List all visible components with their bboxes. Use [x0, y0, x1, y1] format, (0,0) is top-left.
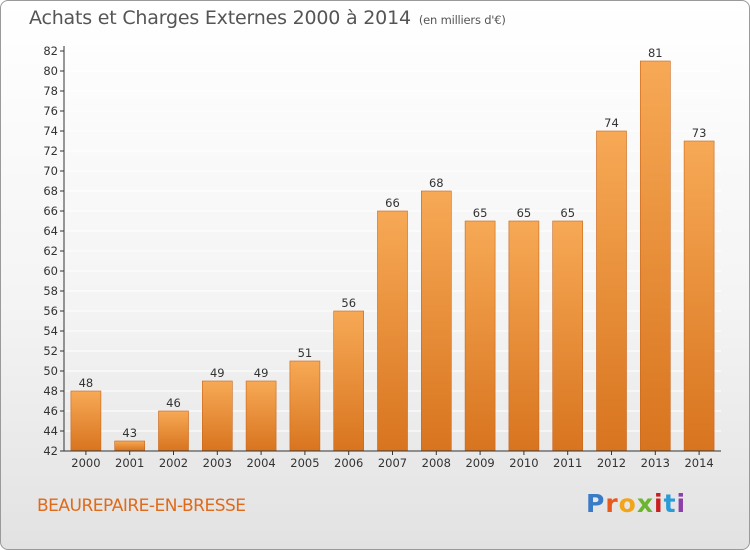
chart-title-text: Achats et Charges Externes 2000 à 2014	[29, 7, 411, 29]
y-tick-label: 82	[43, 44, 58, 58]
bar-2011	[552, 220, 584, 452]
logo-letter: r	[605, 489, 619, 518]
bar-2012	[596, 130, 627, 452]
data-label-2009: 65	[473, 206, 488, 220]
y-tick-label: 58	[43, 284, 58, 298]
data-label-2012: 74	[604, 116, 619, 130]
data-label-2006: 56	[341, 296, 356, 310]
bar-2003	[202, 380, 233, 452]
x-tick-label-2006: 2006	[334, 456, 363, 470]
y-tick-label: 54	[43, 324, 58, 338]
x-tick-label-2001: 2001	[115, 456, 144, 470]
commune-name: BEAUREPAIRE-EN-BRESSE	[37, 496, 246, 516]
x-tick-label-2007: 2007	[378, 456, 407, 470]
bar-2000	[70, 390, 102, 452]
logo-letter: t	[663, 489, 677, 518]
y-tick-label: 72	[43, 144, 58, 158]
bar-2008	[420, 190, 452, 452]
chart-title: Achats et Charges Externes 2000 à 2014 (e…	[29, 7, 506, 29]
chart-subtitle: (en milliers d'€)	[418, 13, 506, 27]
logo-letter: i	[676, 489, 687, 518]
x-tick-label-2005: 2005	[290, 456, 319, 470]
y-tick-label: 52	[43, 344, 58, 358]
bar-2004	[245, 380, 277, 452]
bar-2006	[333, 310, 365, 452]
data-label-2002: 46	[166, 396, 181, 410]
data-label-2003: 49	[210, 366, 225, 380]
data-label-2013: 81	[648, 46, 663, 60]
x-tick-label-2000: 2000	[71, 456, 100, 470]
x-tick-label-2008: 2008	[422, 456, 451, 470]
x-tick-label-2002: 2002	[159, 456, 188, 470]
x-tick-label-2004: 2004	[246, 456, 275, 470]
x-tick-label-2014: 2014	[684, 456, 713, 470]
y-tick-label: 46	[43, 404, 58, 418]
y-tick-label: 48	[43, 384, 58, 398]
bar-2010	[508, 220, 540, 452]
bar-2001	[114, 440, 145, 452]
y-tick-label: 62	[43, 244, 58, 258]
y-tick-label: 64	[43, 224, 58, 238]
y-tick-label: 80	[43, 64, 58, 78]
data-label-2010: 65	[517, 206, 532, 220]
y-tick-label: 78	[43, 84, 58, 98]
bar-2013	[639, 60, 671, 452]
y-tick-label: 42	[43, 444, 58, 458]
y-tick-label: 70	[43, 164, 58, 178]
bar-2002	[158, 410, 189, 452]
data-label-2008: 68	[429, 176, 444, 190]
data-label-2004: 49	[254, 366, 269, 380]
data-label-2005: 51	[298, 346, 313, 360]
logo-letter: o	[618, 489, 637, 518]
bar-2005	[289, 360, 321, 452]
logo-letter: i	[654, 489, 664, 518]
y-tick-label: 68	[43, 184, 58, 198]
x-tick-label-2013: 2013	[641, 456, 670, 470]
y-tick-label: 44	[43, 424, 58, 438]
bar-2009	[464, 220, 496, 452]
x-tick-label-2003: 2003	[203, 456, 232, 470]
data-label-2011: 65	[560, 206, 575, 220]
x-tick-label-2012: 2012	[597, 456, 626, 470]
y-tick-label: 50	[43, 364, 58, 378]
proxiti-logo: Proxiti	[586, 489, 686, 518]
bar-2007	[377, 210, 408, 452]
data-label-2000: 48	[79, 376, 94, 390]
x-tick-label-2009: 2009	[465, 456, 494, 470]
y-tick-label: 76	[43, 104, 58, 118]
y-tick-label: 66	[43, 204, 58, 218]
y-tick-label: 56	[43, 304, 58, 318]
y-tick-label: 74	[43, 124, 58, 138]
plot-area: 42 44 46 48 50 52 54 56 58 60 62 64 66 68 70 72 74 76 78 80…	[43, 44, 721, 470]
bar-2014	[683, 140, 715, 452]
x-tick-label-2010: 2010	[509, 456, 538, 470]
data-label-2001: 43	[122, 426, 137, 440]
logo-letter: x	[636, 489, 654, 518]
logo-letter: P	[586, 489, 606, 518]
data-label-2007: 66	[385, 196, 400, 210]
y-tick-label: 60	[43, 264, 58, 278]
x-tick-label-2011: 2011	[553, 456, 582, 470]
data-label-2014: 73	[692, 126, 707, 140]
